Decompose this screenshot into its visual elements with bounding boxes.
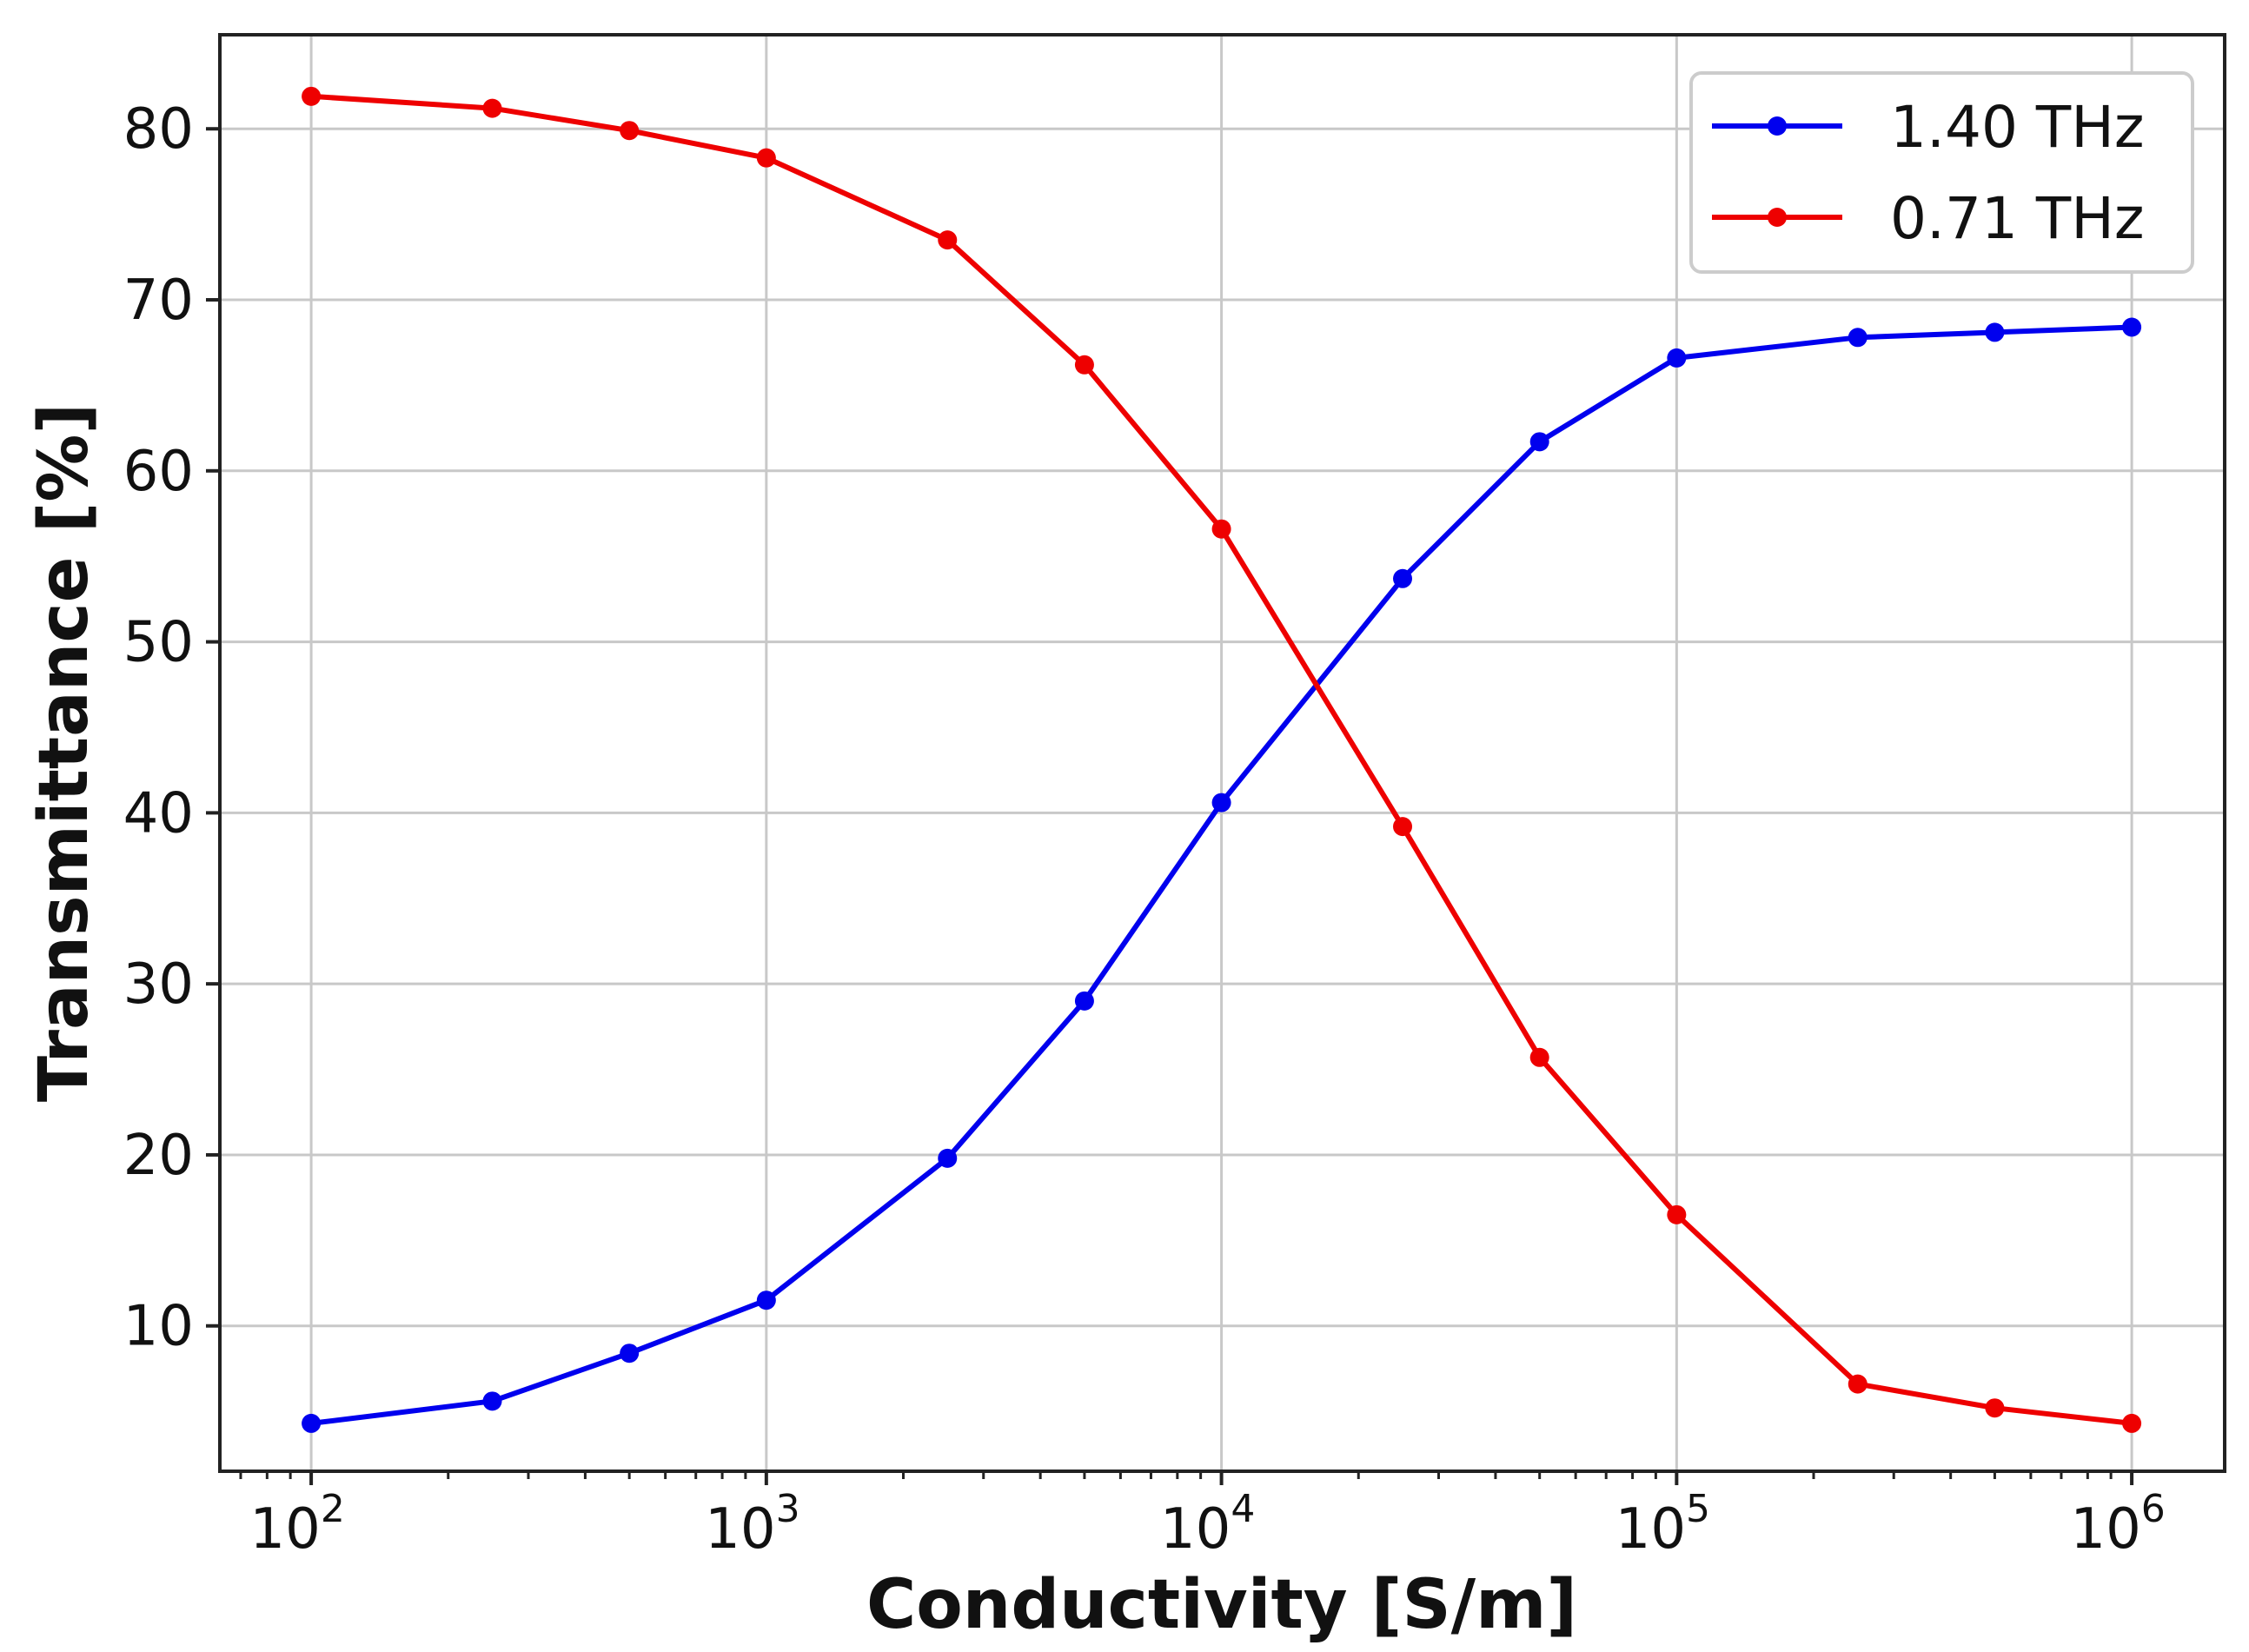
x-axis-title: Conductivity [S/m] (866, 1566, 1577, 1644)
data-point (1393, 568, 1413, 588)
y-axis-title: Transmittance [%] (25, 403, 103, 1102)
data-point (756, 1290, 776, 1310)
data-point (938, 230, 958, 250)
legend-item: 1.40 THz (1712, 94, 2145, 161)
x-tick-label: 104 (1160, 1487, 1255, 1562)
y-tick-label: 60 (123, 440, 194, 504)
y-tick-label: 20 (123, 1124, 194, 1188)
y-ticks: 10 20 30 40 50 60 70 80 (123, 97, 220, 1359)
data-point (756, 148, 776, 168)
data-point (1985, 1398, 2005, 1418)
data-point (302, 1413, 322, 1433)
legend-label: 1.40 THz (1890, 94, 2145, 161)
legend-marker (1768, 208, 1787, 227)
x-tick-label: 105 (1615, 1487, 1710, 1562)
data-point (482, 1391, 502, 1411)
data-point (1848, 328, 1868, 348)
legend-label: 0.71 THz (1890, 185, 2145, 252)
data-point (1211, 519, 1231, 539)
series-0-71-thz (302, 86, 2142, 1433)
data-point (1529, 1047, 1549, 1067)
data-point (1211, 793, 1231, 813)
data-point (1667, 1204, 1687, 1224)
data-point (2122, 317, 2142, 337)
x-major-ticks: 102 103 104 105 106 (249, 1471, 2166, 1562)
data-point (1848, 1374, 1868, 1394)
x-tick-label: 102 (249, 1487, 344, 1562)
series-1-40-thz (302, 317, 2142, 1433)
x-tick-label: 106 (2070, 1487, 2165, 1562)
y-tick-label: 80 (123, 97, 194, 162)
legend-marker (1768, 116, 1787, 136)
y-tick-label: 30 (123, 952, 194, 1017)
data-point (1985, 322, 2005, 342)
data-point (302, 86, 322, 106)
series-lines (302, 86, 2142, 1433)
data-point (482, 98, 502, 118)
data-point (620, 121, 640, 141)
legend-item: 0.71 THz (1712, 185, 2145, 252)
data-point (2122, 1413, 2142, 1433)
data-point (1529, 432, 1549, 452)
data-point (1393, 817, 1413, 837)
y-tick-label: 40 (123, 781, 194, 846)
legend: 1.40 THz 0.71 THz (1689, 71, 2194, 274)
y-tick-label: 50 (123, 611, 194, 675)
data-point (1074, 991, 1094, 1011)
data-point (1667, 348, 1687, 368)
data-point (620, 1343, 640, 1363)
data-point (938, 1148, 958, 1168)
legend-box (1689, 71, 2194, 274)
data-point (1074, 355, 1094, 375)
x-tick-label: 103 (705, 1487, 799, 1562)
y-tick-label: 70 (123, 269, 194, 333)
x-minor-ticks (239, 1471, 2113, 1479)
y-tick-label: 10 (123, 1295, 194, 1359)
